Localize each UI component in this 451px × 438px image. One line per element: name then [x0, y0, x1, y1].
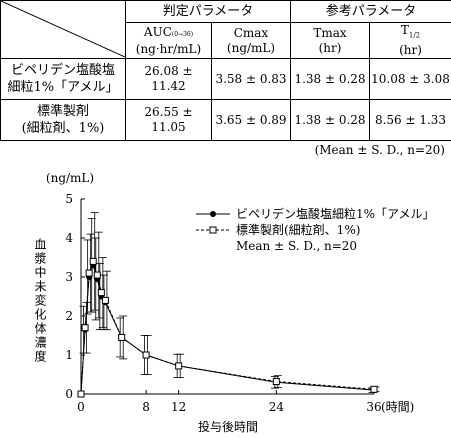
row-label-reference: 標準製剤 (細粒剤、1%)	[0, 99, 126, 142]
data-point	[97, 289, 105, 297]
column-header-thalf: T1/2 (hr)	[369, 21, 451, 60]
data-point	[77, 390, 85, 398]
table-footnote: (Mean ± S. D., n=20)	[314, 143, 445, 157]
table-row: 標準製剤 (細粒剤、1%) 26.55 ± 11.05 3.65 ± 0.89 …	[0, 99, 451, 142]
x-tick-label: 12	[171, 400, 186, 414]
data-point	[118, 333, 126, 341]
chart-legend: ビペリデン塩酸塩細粒1%「アメル」標準製剤(細粒剤、1%) Mean ± S. D…	[196, 206, 434, 253]
series-line-0	[80, 263, 375, 395]
table-cell: 8.56 ± 1.33	[369, 99, 451, 142]
data-point	[272, 378, 280, 386]
y-tick-label: 2	[65, 309, 73, 323]
column-header-cmax: Cmax (ng/mL)	[211, 21, 291, 60]
table-row: ビペリデン塩酸塩 細粒1%「アメル」 26.08 ± 11.42 3.58 ± …	[0, 58, 451, 101]
table-cell: 26.08 ± 11.42	[125, 58, 212, 101]
x-axis-unit: (時間)	[381, 400, 414, 414]
table-corner-cell	[0, 0, 126, 60]
data-point	[101, 296, 109, 304]
y-axis-unit: (ng/mL)	[46, 171, 94, 185]
legend-label: ビペリデン塩酸塩細粒1%「アメル」	[236, 206, 434, 221]
chart-series-layer	[77, 212, 380, 398]
group-header-judgment: 判定パラメータ	[125, 0, 291, 23]
table-cell: 10.08 ± 3.08	[369, 58, 451, 101]
data-point	[89, 257, 97, 265]
legend-note: Mean ± S. D., n=20	[236, 239, 357, 253]
y-axis-title: 血漿中未変化体濃度	[33, 238, 47, 364]
x-tick-label: 0	[77, 400, 85, 414]
x-axis-title: 投与後時間	[198, 419, 258, 434]
legend-marker	[210, 211, 216, 217]
x-tick-label: 8	[142, 400, 150, 414]
corner-diagonal-line	[1, 1, 125, 57]
data-point	[81, 324, 89, 332]
data-point	[370, 385, 378, 393]
table-cell: 3.65 ± 0.89	[211, 99, 291, 142]
column-header-auc: AUC(0→36) (ng·hr/mL)	[125, 21, 212, 60]
legend-marker	[209, 226, 217, 234]
row-label-test: ビペリデン塩酸塩 細粒1%「アメル」	[0, 58, 126, 101]
series-line-1	[80, 259, 375, 395]
data-point	[93, 271, 101, 279]
y-tick-label: 1	[65, 348, 73, 362]
table-cell: 26.55 ± 11.05	[125, 99, 212, 142]
y-tick-label: 3	[65, 270, 73, 284]
data-point	[142, 351, 150, 359]
group-header-reference: 参考パラメータ	[290, 0, 451, 23]
y-tick-label: 4	[65, 231, 73, 245]
data-point	[175, 362, 183, 370]
legend-label: 標準製剤(細粒剤、1%)	[236, 222, 360, 237]
table-cell: 3.58 ± 0.83	[211, 58, 291, 101]
pk-parameter-table: 判定パラメータ 参考パラメータ AUC(0→36) (ng·hr/mL) Cma…	[0, 0, 451, 142]
x-tick-label: 36	[366, 400, 381, 414]
x-tick-label: 24	[269, 400, 285, 414]
y-tick-label: 5	[65, 192, 73, 206]
column-header-tmax: Tmax (hr)	[290, 21, 370, 60]
y-tick-label: 0	[65, 387, 73, 401]
data-point	[85, 269, 93, 277]
table-cell: 1.38 ± 0.28	[290, 58, 370, 101]
table-cell: 1.38 ± 0.28	[290, 99, 370, 142]
